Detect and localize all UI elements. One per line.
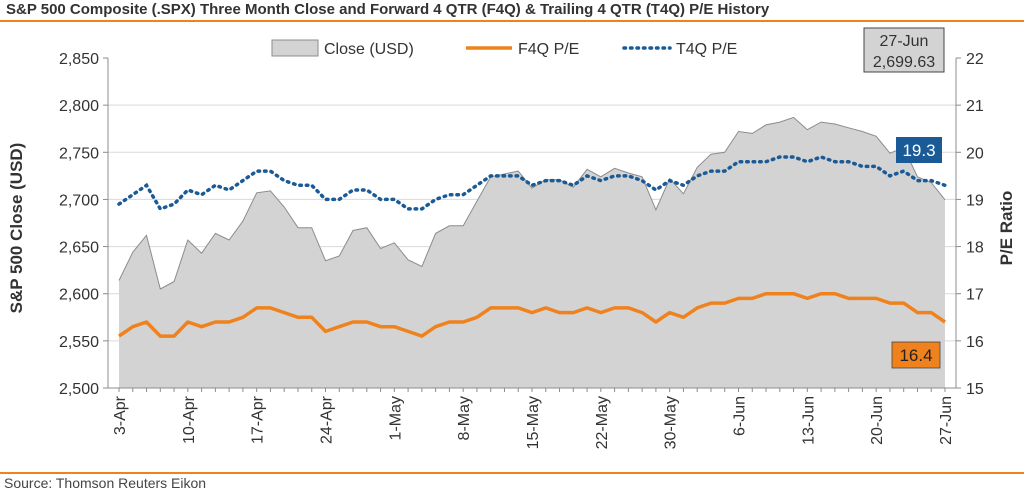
legend-label-f4q: F4Q P/E [518, 41, 579, 58]
f4q-last-box [891, 341, 941, 369]
x-tick-label: 22-May [594, 396, 611, 449]
legend-swatch-close [271, 39, 319, 57]
right-tick-label: 16 [966, 334, 984, 351]
f4q-line [118, 291, 946, 338]
right-tick-label: 20 [966, 145, 984, 162]
close-area-edge [118, 116, 946, 290]
right-tick-label: 15 [966, 381, 984, 398]
right-tick-label: 21 [966, 98, 984, 115]
left-axis-ticks: 2,500 2,550 2,600 2,650 2,700 2,750 2,800 2,850 [59, 51, 108, 398]
left-tick-label: 2,800 [59, 98, 99, 115]
x-tick-label: 6-Jun [732, 396, 749, 436]
chart-svg: 2,500 2,550 2,600 2,650 2,700 2,750 2,800 2,850… [7, 27, 1016, 449]
legend-label-close: Close (USD) [324, 41, 414, 58]
close-area [119, 117, 945, 389]
f4q-last-callout: 16.4 [891, 341, 941, 369]
legend: Close (USD) F4Q P/E T4Q P/E [271, 39, 737, 58]
left-tick-label: 2,600 [59, 287, 99, 304]
x-tick-label: 13-Jun [800, 396, 817, 445]
pe-lines-layer [117, 155, 947, 338]
x-tick-label: 27-Jun [938, 396, 955, 445]
chart-title: S&P 500 Composite (.SPX) Three Month Clo… [6, 1, 770, 18]
x-tick-label: 20-Jun [869, 396, 886, 445]
left-tick-label: 2,650 [59, 240, 99, 257]
y2-axis-label: P/E Ratio [997, 191, 1016, 266]
x-tick-label: 24-Apr [319, 395, 336, 444]
left-tick-label: 2,700 [59, 192, 99, 209]
x-tick-label: 10-Apr [181, 395, 198, 444]
x-tick-label: 15-May [525, 396, 542, 449]
right-tick-label: 22 [966, 51, 984, 68]
t4q-last-value: 19.3 [902, 141, 935, 160]
source-note: Source: Thomson Reuters Eikon [4, 475, 207, 491]
left-tick-label: 2,750 [59, 145, 99, 162]
left-tick-label: 2,550 [59, 334, 99, 351]
left-tick-label: 2,500 [59, 381, 99, 398]
right-tick-label: 17 [966, 287, 984, 304]
y-axis-label: S&P 500 Close (USD) [7, 143, 26, 314]
title-underline [0, 20, 1024, 22]
right-tick-label: 18 [966, 240, 984, 257]
close-area-layer [118, 116, 946, 389]
f4q-last-value: 16.4 [899, 346, 932, 365]
last-close-value: 2,699.63 [873, 54, 935, 71]
legend-label-t4q: T4Q P/E [676, 41, 737, 58]
last-close-date: 27-Jun [880, 33, 929, 50]
t4q-last-callout: 19.3 [896, 137, 942, 163]
source-rule [0, 472, 1024, 474]
x-tick-label: 30-May [663, 396, 680, 449]
last-close-callout: 27-Jun 2,699.63 [863, 27, 945, 73]
x-tick-label: 1-May [387, 396, 404, 440]
x-axis-ticks: 3-Apr 10-Apr 17-Apr 24-Apr 1-May 8-May 15-May 2… [112, 388, 955, 449]
t4q-line [117, 155, 947, 212]
last-close-box [863, 27, 945, 73]
t4q-last-box [896, 137, 942, 163]
right-tick-label: 19 [966, 192, 984, 209]
right-axis-ticks: 15 16 17 18 19 20 21 22 [956, 51, 984, 398]
left-tick-label: 2,850 [59, 51, 99, 68]
x-tick-label: 3-Apr [112, 395, 129, 435]
x-tick-label: 17-Apr [250, 395, 267, 444]
x-tick-label: 8-May [456, 396, 473, 440]
